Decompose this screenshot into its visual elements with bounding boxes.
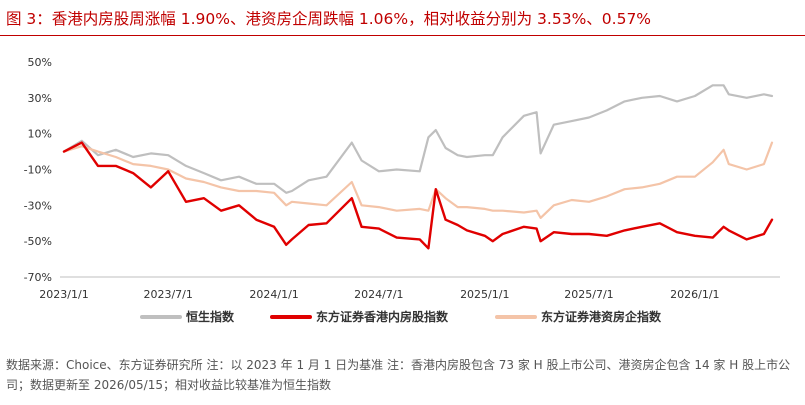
x-tick-label: 2024/7/1 (354, 288, 403, 301)
y-tick-label: 30% (28, 92, 52, 105)
legend-item-hk-mainland-developers: 东方证券香港内房股指数 (270, 309, 449, 324)
y-tick-label: -50% (24, 235, 52, 248)
line-chart: 50% 30% 10% -10% -30% -50% -70% 2023/1/1 2023/7… (24, 56, 780, 324)
legend-item-hk-developers: 东方证券港资房企指数 (495, 309, 662, 324)
source-note: 数据来源：Choice、东方证券研究所 注：以 2023 年 1 月 1 日为基… (6, 358, 791, 392)
y-tick-label: -10% (24, 164, 52, 177)
chart-title: 图 3：香港内房股周涨幅 1.90%、港资房企周跌幅 1.06%，相对收益分别为… (6, 10, 652, 28)
x-tick-label: 2023/1/1 (39, 288, 88, 301)
x-tick-label: 2026/1/1 (670, 288, 719, 301)
x-tick-label: 2025/1/1 (460, 288, 509, 301)
legend-label: 东方证券香港内房股指数 (316, 309, 449, 324)
y-axis-labels: 50% 30% 10% -10% -30% -50% -70% (24, 56, 52, 284)
legend-label: 恒生指数 (186, 309, 235, 324)
x-tick-label: 2025/7/1 (564, 288, 613, 301)
legend-item-hang-seng: 恒生指数 (140, 309, 235, 324)
y-tick-label: 50% (28, 56, 52, 69)
y-tick-label: -70% (24, 271, 52, 284)
title-divider (0, 35, 805, 36)
y-tick-label: 10% (28, 128, 52, 141)
x-axis-labels: 2023/1/1 2023/7/1 2024/1/1 2024/7/1 2025/1/1… (39, 288, 719, 301)
x-tick-label: 2023/7/1 (143, 288, 192, 301)
y-tick-label: -30% (24, 199, 52, 212)
legend: 恒生指数 东方证券香港内房股指数 东方证券港资房企指数 (140, 309, 662, 324)
hk-developers-index-line (62, 141, 774, 219)
hk-mainland-developers-index-line (62, 141, 774, 250)
x-tick-label: 2024/1/1 (249, 288, 298, 301)
hang-seng-index-line (62, 84, 774, 194)
legend-label: 东方证券港资房企指数 (541, 309, 662, 324)
series-lines (62, 84, 774, 250)
